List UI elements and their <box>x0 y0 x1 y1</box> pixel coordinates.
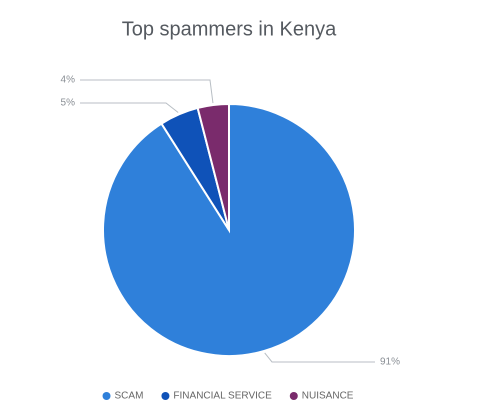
pie-slice <box>196 102 230 231</box>
leader-line <box>80 102 179 113</box>
data-label: 91% <box>380 357 400 368</box>
chart-title: Top spammers in Kenya <box>122 18 337 40</box>
legend-label: FINANCIAL SERVICE <box>173 391 272 402</box>
data-label: 4% <box>61 75 76 86</box>
legend-swatch <box>161 392 170 400</box>
legend: SCAM FINANCIAL SERVICE NUISANCE <box>102 391 354 402</box>
leader-line <box>80 79 214 104</box>
legend-label: SCAM <box>115 391 144 402</box>
legend-swatch <box>289 392 298 400</box>
data-label: 5% <box>61 98 76 109</box>
leader-line <box>264 352 375 363</box>
legend-label: NUISANCE <box>302 391 354 402</box>
legend-swatch <box>102 392 111 400</box>
